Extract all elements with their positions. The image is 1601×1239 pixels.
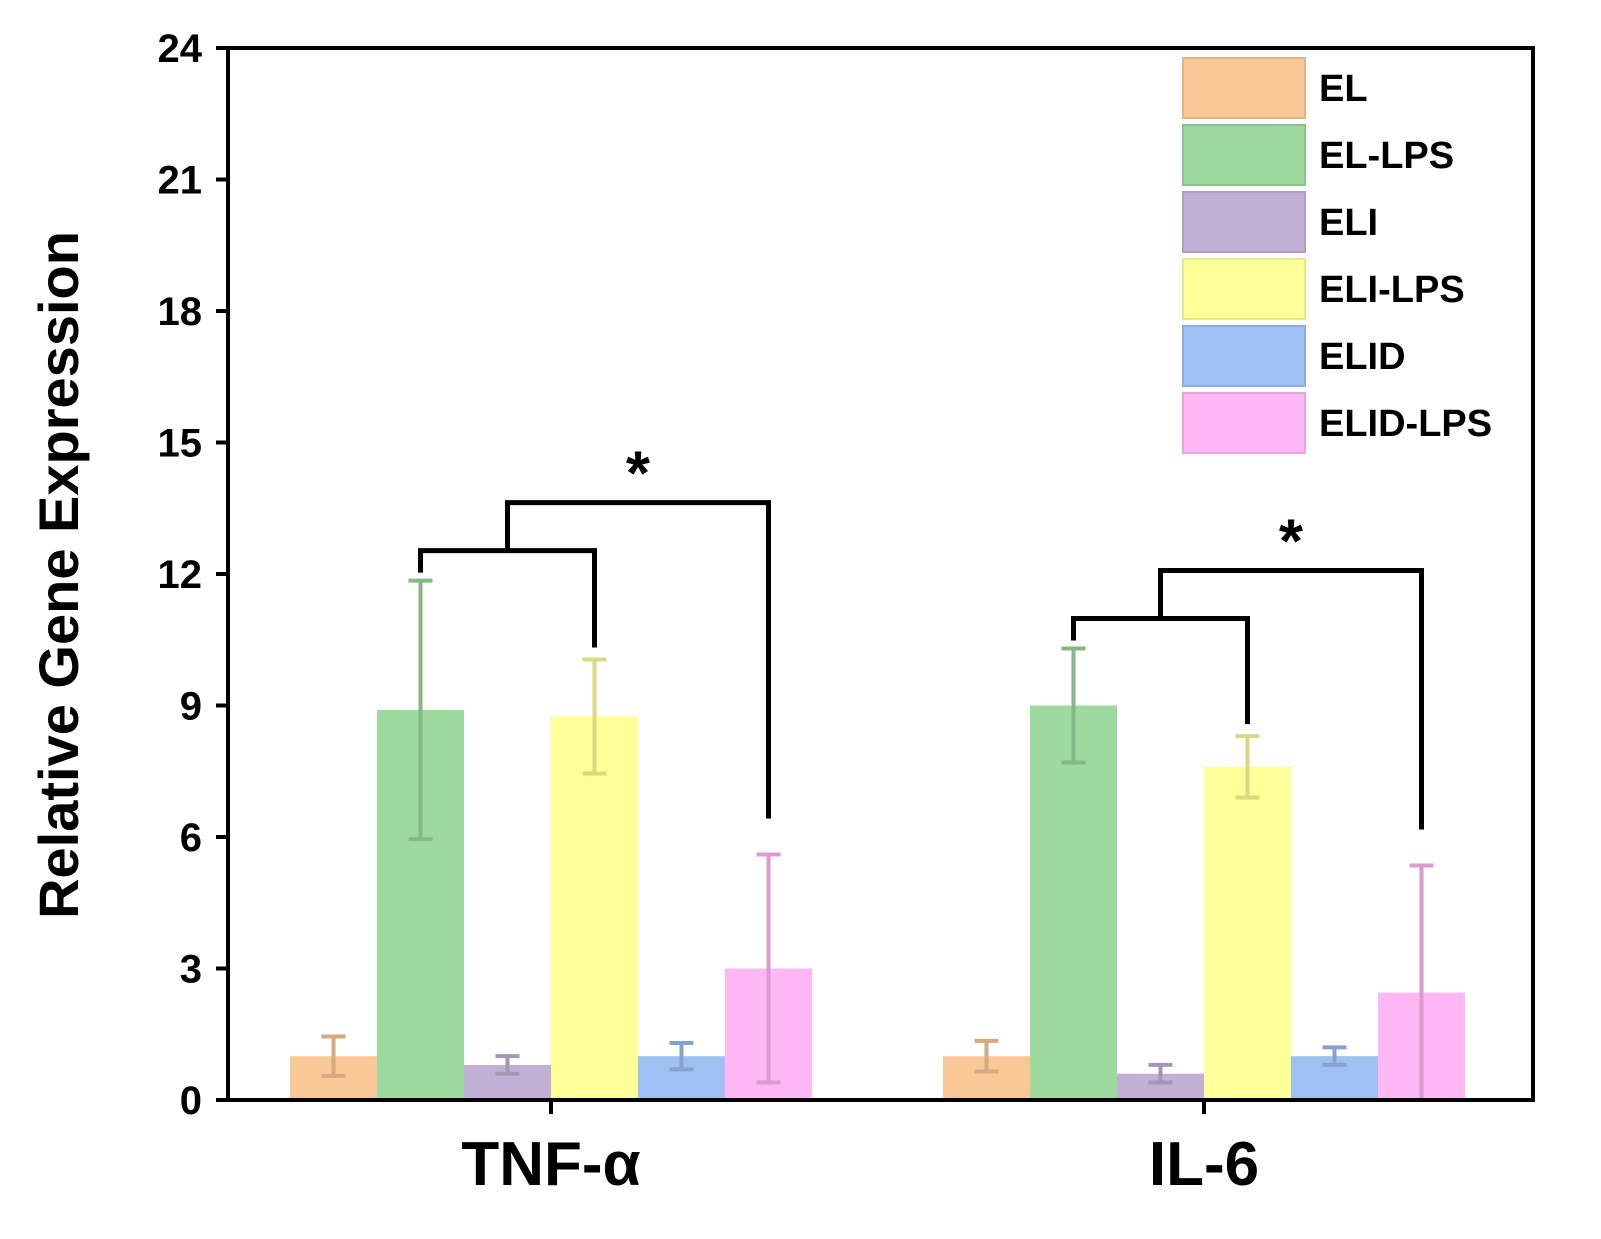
legend-swatch-eli	[1182, 191, 1306, 253]
bar-eli-lps	[1204, 766, 1291, 1100]
bar-el-lps	[1030, 705, 1117, 1100]
x-tick-label: IL-6	[1149, 1130, 1259, 1199]
legend-swatch-el-lps	[1182, 124, 1306, 186]
bar-eli-lps	[551, 716, 638, 1100]
y-tick-label: 21	[158, 159, 203, 203]
x-tick-label: TNF-α	[461, 1130, 640, 1199]
y-tick-label: 3	[180, 948, 202, 992]
legend-swatch-eli-lps	[1182, 258, 1306, 320]
y-tick-label: 6	[180, 816, 202, 860]
legend-label: ELI	[1319, 202, 1378, 244]
significance-star: *	[626, 440, 651, 509]
legend-swatch-elid-lps	[1182, 392, 1306, 454]
significance-bracket-outer	[1158, 568, 1424, 830]
y-tick-label: 12	[158, 553, 203, 597]
legend-label: EL-LPS	[1319, 135, 1454, 177]
legend-label: ELI-LPS	[1319, 269, 1465, 311]
y-axis-label: Relative Gene Expression	[27, 231, 90, 919]
legend-label: ELID-LPS	[1319, 403, 1492, 445]
legend: EL EL-LPS ELI ELI-LPS ELID ELID-LPS	[1182, 57, 1492, 454]
y-tick-label: 9	[180, 685, 202, 729]
y-tick-label: 0	[180, 1079, 202, 1123]
significance-star: *	[1279, 508, 1304, 577]
significance-bracket-inner	[418, 548, 597, 648]
y-tick-label: 18	[158, 290, 203, 334]
legend-label: ELID	[1319, 336, 1406, 378]
legend-swatch-elid	[1182, 325, 1306, 387]
y-tick-label: 15	[158, 422, 203, 466]
y-tick-label: 24	[158, 27, 203, 71]
legend-label: EL	[1319, 68, 1368, 110]
significance-bracket-outer	[505, 500, 771, 819]
significance-bracket-inner	[1071, 616, 1250, 725]
legend-swatch-el	[1182, 57, 1306, 119]
